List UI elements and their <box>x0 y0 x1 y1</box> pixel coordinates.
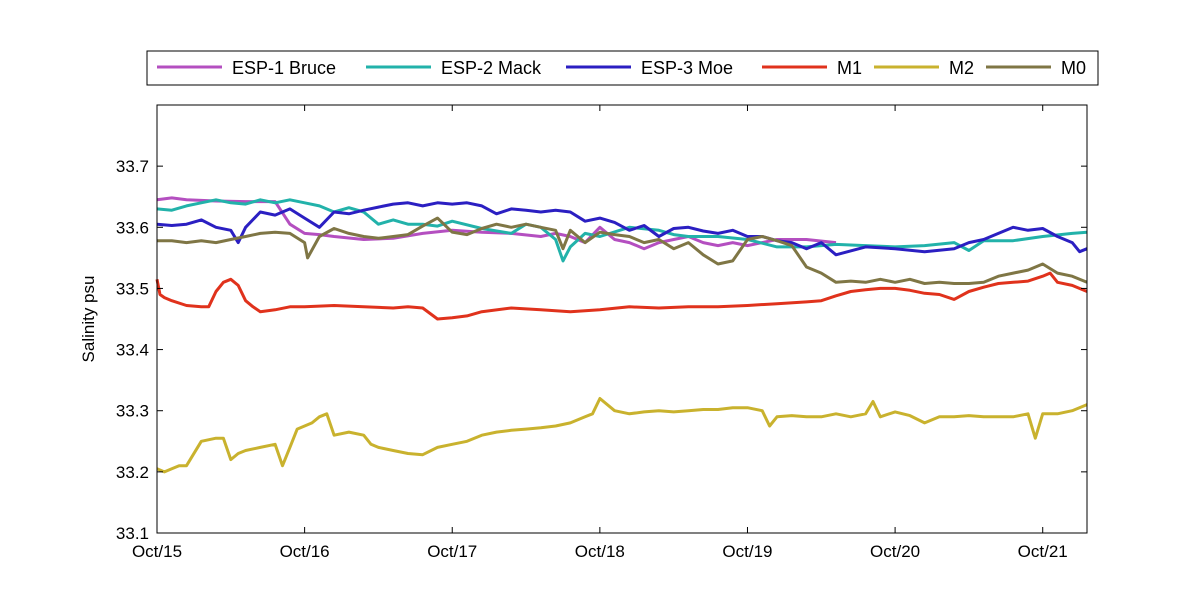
legend: ESP-1 Bruce ESP-2 Mack ESP-3 Moe M1 M2 M0 <box>146 50 1099 86</box>
series-line-esp-3-moe <box>156 201 1088 257</box>
x-tick-label: Oct/20 <box>870 542 920 561</box>
x-tick-label: Oct/19 <box>722 542 772 561</box>
y-tick-label: 33.2 <box>116 463 149 482</box>
legend-label: ESP-2 Mack <box>441 58 542 78</box>
legend-label: M1 <box>837 58 862 78</box>
y-tick-label: 33.4 <box>116 341 149 360</box>
series-line-m2 <box>156 397 1088 474</box>
x-tick-label: Oct/17 <box>427 542 477 561</box>
x-axis: Oct/15 Oct/16 Oct/17 Oct/18 Oct/19 Oct/20 Oct/… <box>132 105 1068 561</box>
x-tick-label: Oct/21 <box>1018 542 1068 561</box>
x-tick-label: Oct/18 <box>575 542 625 561</box>
y-tick-label: 33.6 <box>116 218 149 237</box>
axes-box <box>156 104 1088 534</box>
series-line-m1 <box>155 271 1088 321</box>
plot-lines <box>155 196 1088 474</box>
y-axis: 33.1 33.2 33.3 33.4 33.5 33.6 33.7 <box>116 157 1087 543</box>
legend-label: M2 <box>949 58 974 78</box>
y-tick-label: 33.7 <box>116 157 149 176</box>
y-tick-label: 33.3 <box>116 402 149 421</box>
x-tick-label: Oct/16 <box>280 542 330 561</box>
legend-label: ESP-1 Bruce <box>232 58 336 78</box>
series-line-esp-2-mack <box>156 198 1088 263</box>
y-axis-label: Salinity psu <box>79 276 98 363</box>
series-line-m0 <box>157 216 1088 285</box>
y-tick-label: 33.5 <box>116 279 149 298</box>
x-tick-label: Oct/15 <box>132 542 182 561</box>
legend-label: ESP-3 Moe <box>641 58 733 78</box>
legend-label: M0 <box>1061 58 1086 78</box>
y-tick-label: 33.1 <box>116 524 149 543</box>
